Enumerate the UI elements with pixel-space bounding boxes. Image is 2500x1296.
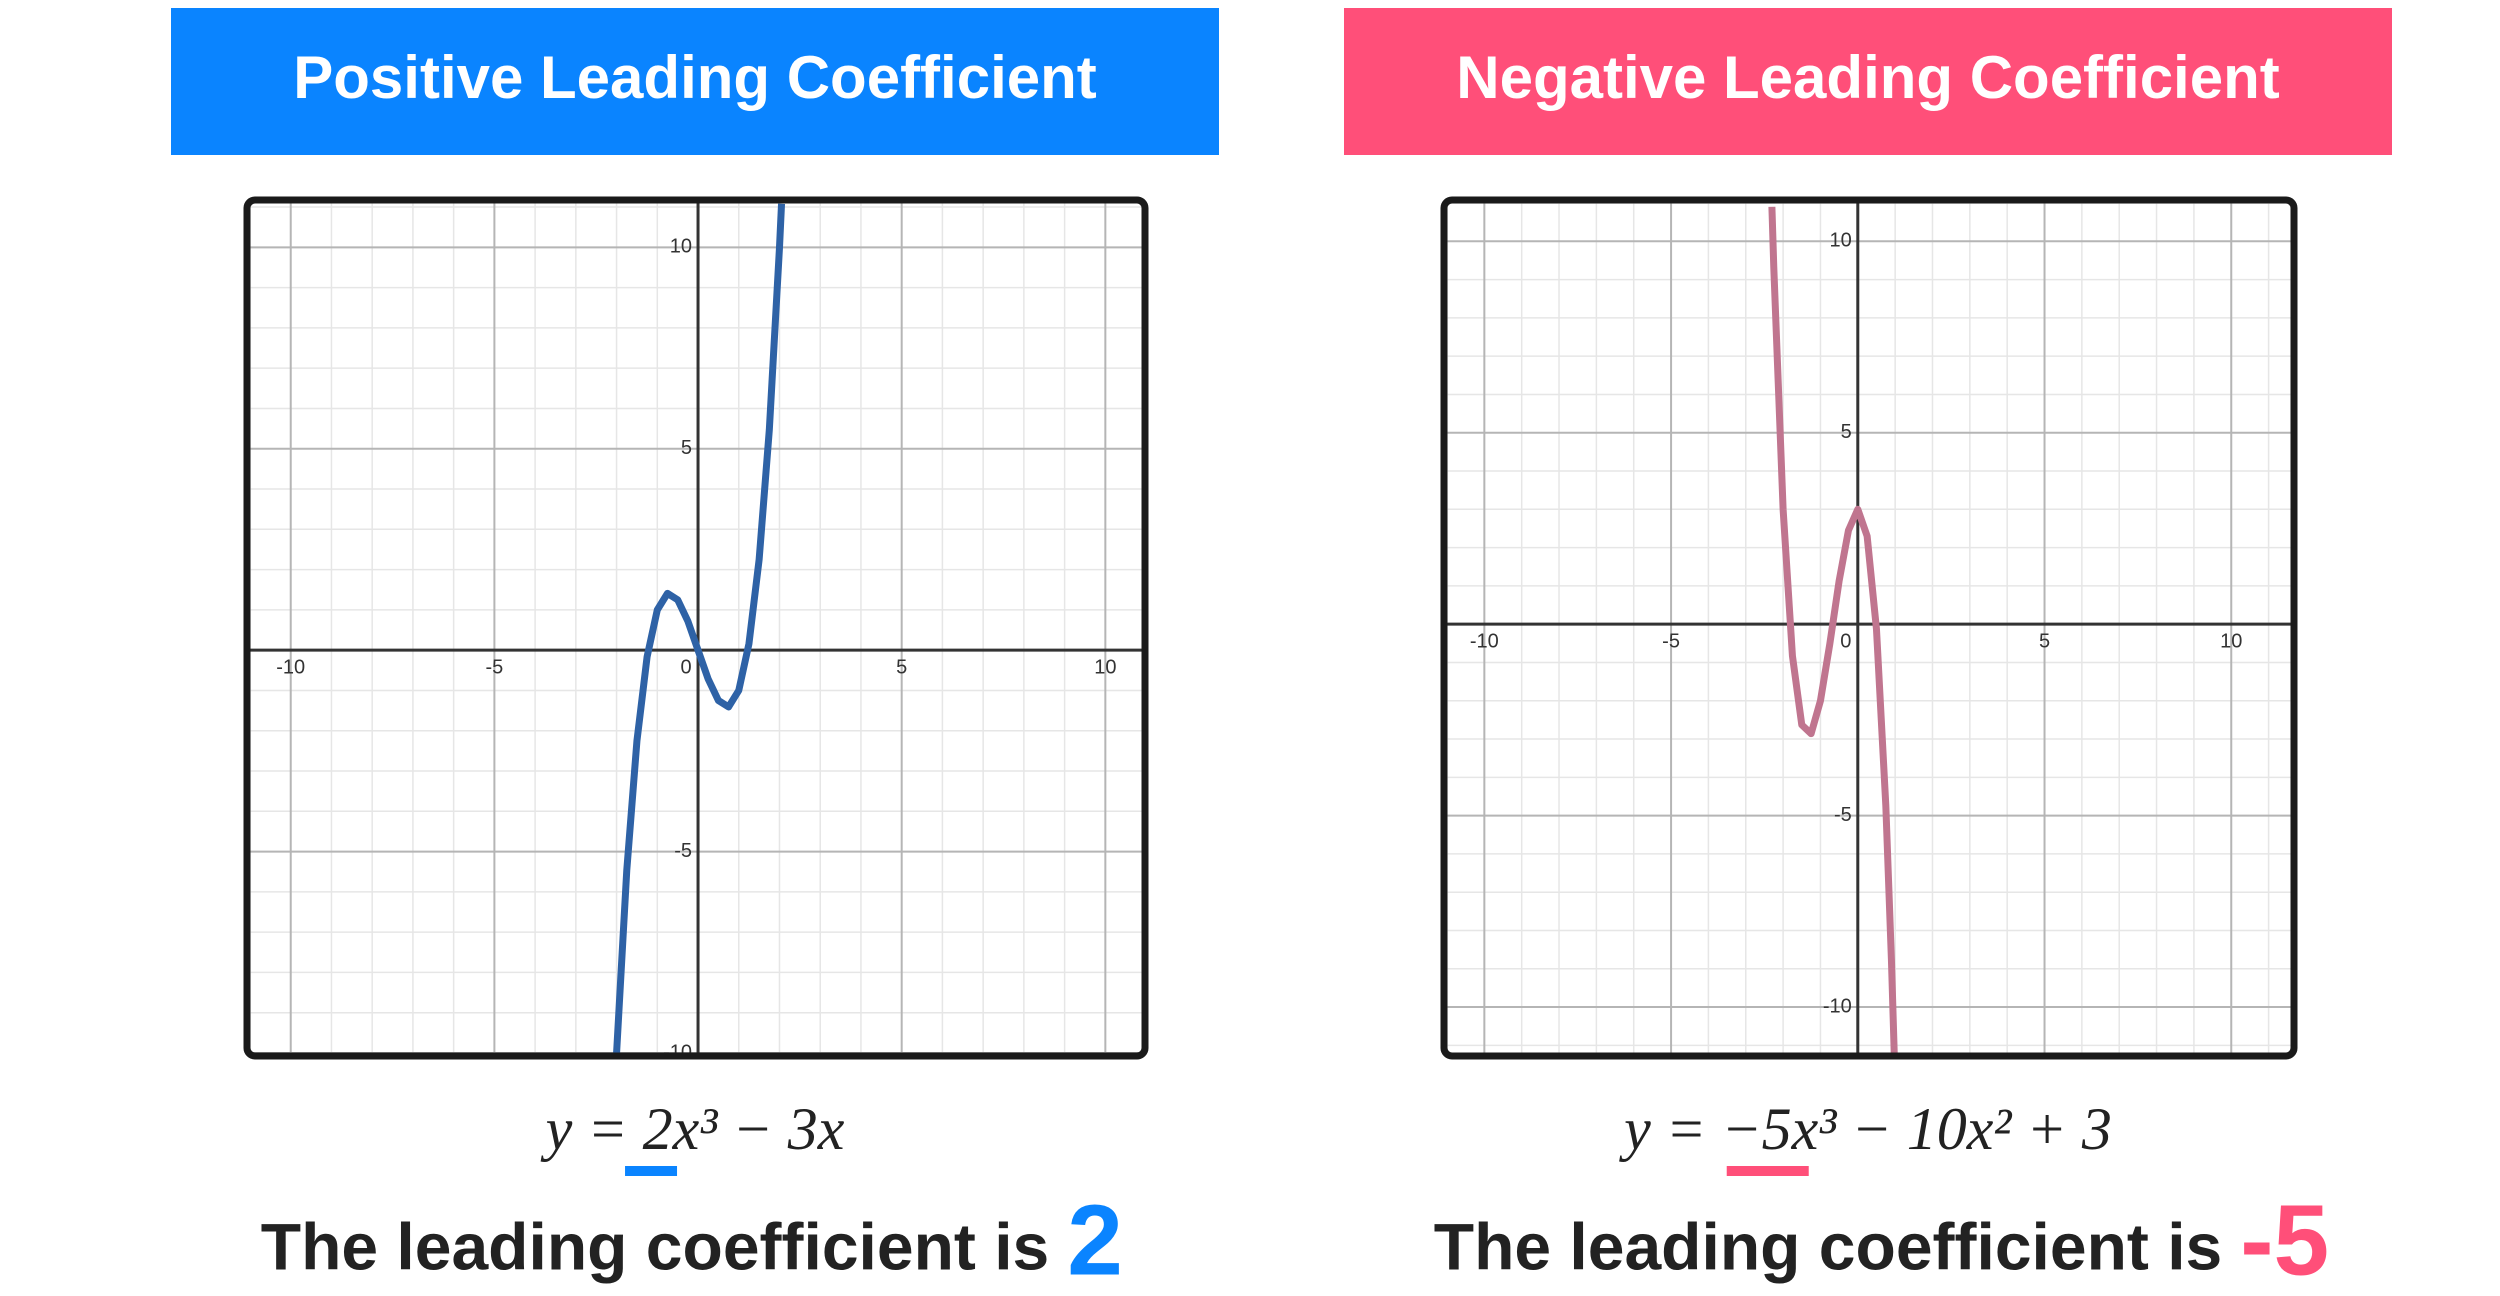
coefficient-underline: [625, 1166, 678, 1176]
y-tick-label: 10: [670, 236, 692, 258]
y-tick-label: -5: [674, 840, 692, 862]
equation: y = −5x³ − 10x² + 3: [1618, 1096, 2112, 1162]
x-tick-label: -10: [276, 656, 305, 678]
y-tick-label: 5: [1841, 421, 1852, 443]
curve: [613, 203, 786, 1053]
chart-panel: Positive Leading Coefficient -10 -5 0 5 10 -10…: [171, 8, 1219, 1296]
y-tick-label: -10: [663, 1041, 692, 1063]
x-tick-label: -10: [1470, 630, 1499, 652]
plot-frame: [1440, 196, 2298, 1060]
x-tick-label: 5: [2039, 630, 2050, 652]
x-tick-label: -5: [485, 656, 503, 678]
x-tick-label: 0: [680, 656, 691, 678]
x-tick-label: 0: [1840, 630, 1851, 652]
caption: The leading coefficient is: [1434, 1209, 2223, 1283]
caption-value: -5: [2240, 1184, 2329, 1296]
equation: y = 2x³ − 3x: [540, 1096, 845, 1162]
x-tick-label: 10: [2220, 630, 2242, 652]
header-banner: [171, 8, 1219, 155]
chart-title: Positive Leading Coefficient: [293, 44, 1096, 111]
y-tick-label: -10: [1823, 995, 1852, 1017]
x-tick-label: 5: [896, 656, 907, 678]
plot-frame: [243, 196, 1149, 1060]
x-tick-label: 10: [1094, 656, 1116, 678]
caption-value: 2: [1067, 1184, 1123, 1296]
header-banner: [1344, 8, 2392, 155]
y-tick-label: 10: [1830, 230, 1852, 252]
coefficient-underline: [1726, 1166, 1809, 1176]
chart-panel: Negative Leading Coefficient -10 -5 0 5 10 -10…: [1344, 8, 2392, 1296]
y-tick-label: -5: [1834, 804, 1852, 826]
curve: [1768, 206, 1898, 1053]
caption: The leading coefficient is: [261, 1209, 1050, 1283]
chart-title: Negative Leading Coefficient: [1456, 44, 2279, 111]
x-tick-label: -5: [1662, 630, 1680, 652]
y-tick-label: 5: [681, 437, 692, 459]
